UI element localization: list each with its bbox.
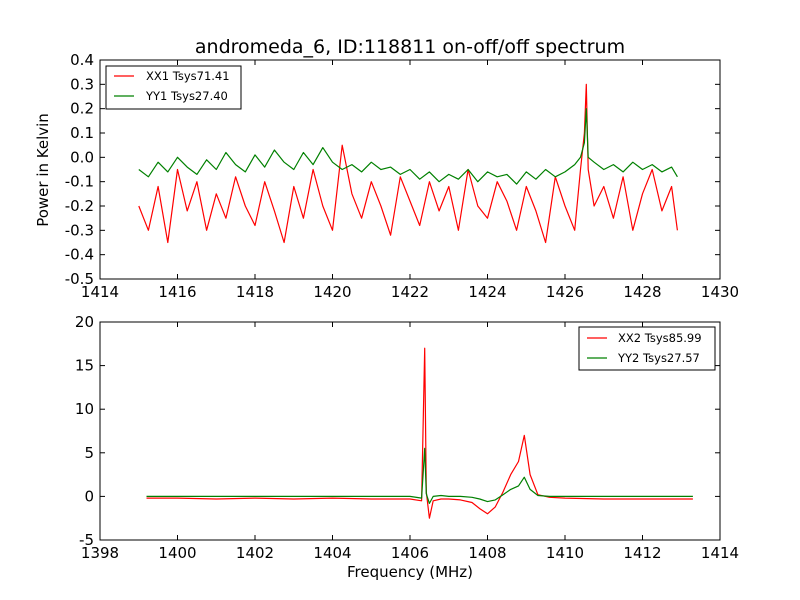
y-tick-label: -0.3 <box>65 221 94 239</box>
x-tick-label: 1408 <box>468 544 506 562</box>
bottom-plot-panel: 1398 1400 1402 1404 1406 1408 1410 1412 1414 -5 0 5… <box>75 313 739 581</box>
bottom-legend-label-yy2: YY2 Tsys27.57 <box>617 351 700 365</box>
series-line-xx <box>146 347 693 519</box>
y-tick-label: -5 <box>79 531 94 549</box>
bottom-plot-frame <box>99 321 721 541</box>
y-tick-label: -0.4 <box>65 246 94 264</box>
x-tick-label: 1430 <box>701 283 739 301</box>
y-tick-label: 0.4 <box>70 51 94 69</box>
y-tick-label: 0.2 <box>70 100 94 118</box>
top-series-lines <box>138 83 678 244</box>
x-tick-label: 1402 <box>236 544 274 562</box>
series-line-yy <box>138 108 678 185</box>
series-line-yy <box>146 447 693 504</box>
y-tick-label: 0.3 <box>70 75 94 93</box>
x-tick-label: 1426 <box>546 283 584 301</box>
x-tick-label: 1416 <box>158 283 196 301</box>
bottom-tick-labels: 1398 1400 1402 1404 1406 1408 1410 1412 1414 -5 0 5… <box>75 313 739 562</box>
x-tick-label: 1424 <box>468 283 506 301</box>
x-tick-label: 1400 <box>158 544 196 562</box>
bottom-xlabel: Frequency (MHz) <box>347 563 473 581</box>
x-tick-label: 1414 <box>701 544 739 562</box>
y-tick-label: 0.0 <box>70 148 94 166</box>
x-tick-label: 1398 <box>81 544 119 562</box>
top-legend: XX1 Tsys71.41 YY1 Tsys27.40 <box>105 65 242 110</box>
bottom-series-lines <box>146 347 693 519</box>
series-line-xx <box>138 83 678 244</box>
y-tick-label: 15 <box>75 357 94 375</box>
x-tick-label: 1420 <box>313 283 351 301</box>
y-tick-label: 20 <box>75 313 94 331</box>
top-plot-panel: 1414 1416 1418 1420 1422 1424 1426 1428 1430 -0.5… <box>34 51 739 301</box>
x-tick-label: 1418 <box>236 283 274 301</box>
y-tick-label: -0.2 <box>65 197 94 215</box>
top-legend-label-xx1: XX1 Tsys71.41 <box>146 69 230 83</box>
bottom-legend-label-xx2: XX2 Tsys85.99 <box>618 331 702 345</box>
x-tick-label: 1428 <box>623 283 661 301</box>
top-legend-box <box>105 65 242 110</box>
chart-title: andromeda_6, ID:118811 on-off/off spectr… <box>195 36 625 58</box>
y-tick-label: 10 <box>75 400 94 418</box>
y-tick-label: 0 <box>84 487 94 505</box>
bottom-legend-box <box>578 326 716 371</box>
top-tick-labels: 1414 1416 1418 1420 1422 1424 1426 1428 1430 -0.5… <box>65 51 739 301</box>
y-tick-label: 0.1 <box>70 124 94 142</box>
x-tick-label: 1410 <box>546 544 584 562</box>
top-legend-label-yy1: YY1 Tsys27.40 <box>145 89 228 103</box>
y-tick-label: 5 <box>84 444 94 462</box>
bottom-legend: XX2 Tsys85.99 YY2 Tsys27.57 <box>578 326 716 371</box>
x-tick-label: 1414 <box>81 283 119 301</box>
y-tick-label: -0.5 <box>65 270 94 288</box>
top-ylabel: Power in Kelvin <box>34 113 52 227</box>
top-plot-frame <box>99 59 721 280</box>
x-tick-label: 1412 <box>623 544 661 562</box>
x-tick-label: 1422 <box>391 283 429 301</box>
x-tick-label: 1406 <box>391 544 429 562</box>
y-tick-label: -0.1 <box>65 173 94 191</box>
x-tick-label: 1404 <box>313 544 351 562</box>
